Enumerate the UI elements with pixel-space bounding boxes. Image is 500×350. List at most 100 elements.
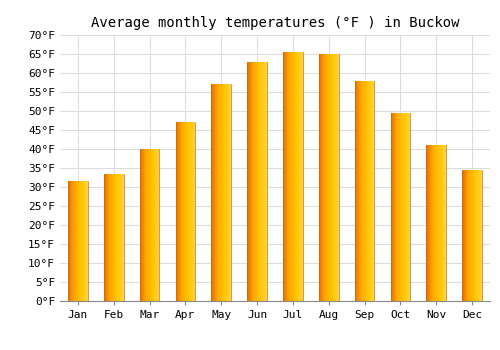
Bar	[252, 62, 253, 301]
Bar	[87, 181, 88, 301]
Bar	[263, 62, 264, 301]
Bar	[427, 145, 428, 301]
Bar	[287, 52, 288, 301]
Bar	[223, 84, 224, 301]
Bar	[426, 145, 427, 301]
Bar	[123, 174, 124, 301]
Bar	[186, 122, 188, 301]
Bar	[251, 62, 252, 301]
Bar	[225, 84, 226, 301]
Bar	[257, 62, 258, 301]
Bar	[465, 170, 466, 301]
Bar	[364, 80, 365, 301]
Bar	[366, 80, 367, 301]
Bar	[143, 149, 144, 301]
Bar	[434, 145, 435, 301]
Bar	[224, 84, 225, 301]
Bar	[325, 54, 326, 301]
Bar	[258, 62, 259, 301]
Bar	[294, 52, 295, 301]
Bar	[398, 113, 399, 301]
Bar	[68, 181, 70, 301]
Bar	[288, 52, 289, 301]
Bar	[395, 113, 396, 301]
Bar	[360, 80, 362, 301]
Bar	[464, 170, 465, 301]
Title: Average monthly temperatures (°F ) in Buckow: Average monthly temperatures (°F ) in Bu…	[91, 16, 459, 30]
Bar	[326, 54, 327, 301]
Bar	[85, 181, 86, 301]
Bar	[365, 80, 366, 301]
Bar	[403, 113, 404, 301]
Bar	[399, 113, 400, 301]
Bar	[145, 149, 146, 301]
Bar	[470, 170, 471, 301]
Bar	[290, 52, 291, 301]
Bar	[113, 174, 114, 301]
Bar	[230, 84, 231, 301]
Bar	[253, 62, 254, 301]
Bar	[152, 149, 153, 301]
Bar	[292, 52, 293, 301]
Bar	[265, 62, 266, 301]
Bar	[429, 145, 430, 301]
Bar	[372, 80, 373, 301]
Bar	[286, 52, 287, 301]
Bar	[151, 149, 152, 301]
Bar	[293, 52, 294, 301]
Bar	[184, 122, 185, 301]
Bar	[178, 122, 179, 301]
Bar	[296, 52, 297, 301]
Bar	[248, 62, 249, 301]
Bar	[156, 149, 157, 301]
Bar	[254, 62, 255, 301]
Bar	[439, 145, 440, 301]
Bar	[159, 149, 160, 301]
Bar	[442, 145, 443, 301]
Bar	[227, 84, 228, 301]
Bar	[358, 80, 360, 301]
Bar	[256, 62, 257, 301]
Bar	[409, 113, 410, 301]
Bar	[443, 145, 444, 301]
Bar	[194, 122, 196, 301]
Bar	[82, 181, 83, 301]
Bar	[148, 149, 149, 301]
Bar	[183, 122, 184, 301]
Bar	[323, 54, 324, 301]
Bar	[111, 174, 112, 301]
Bar	[262, 62, 263, 301]
Bar	[80, 181, 81, 301]
Bar	[400, 113, 401, 301]
Bar	[108, 174, 109, 301]
Bar	[83, 181, 84, 301]
Bar	[431, 145, 432, 301]
Bar	[401, 113, 402, 301]
Bar	[176, 122, 177, 301]
Bar	[332, 54, 334, 301]
Bar	[321, 54, 322, 301]
Bar	[436, 145, 437, 301]
Bar	[471, 170, 472, 301]
Bar	[441, 145, 442, 301]
Bar	[104, 174, 105, 301]
Bar	[154, 149, 155, 301]
Bar	[390, 113, 391, 301]
Bar	[105, 174, 106, 301]
Bar	[362, 80, 364, 301]
Bar	[408, 113, 409, 301]
Bar	[463, 170, 464, 301]
Bar	[476, 170, 478, 301]
Bar	[397, 113, 398, 301]
Bar	[402, 113, 403, 301]
Bar	[116, 174, 117, 301]
Bar	[79, 181, 80, 301]
Bar	[266, 62, 267, 301]
Bar	[182, 122, 183, 301]
Bar	[221, 84, 222, 301]
Bar	[115, 174, 116, 301]
Bar	[84, 181, 85, 301]
Bar	[260, 62, 261, 301]
Bar	[250, 62, 251, 301]
Bar	[320, 54, 321, 301]
